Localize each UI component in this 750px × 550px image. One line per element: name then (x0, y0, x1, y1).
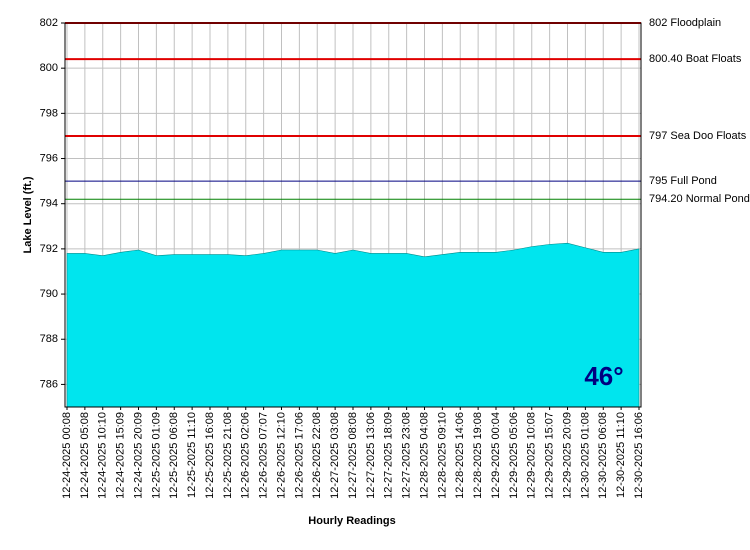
x-tick-label: 12-26-2025 12:10 (275, 412, 287, 499)
x-tick-label: 12-30-2025 01:08 (579, 412, 591, 499)
x-tick-label: 12-25-2025 06:08 (168, 412, 180, 499)
x-tick-label: 12-27-2025 18:09 (383, 412, 395, 499)
reference-label: 795 Full Pond (649, 175, 717, 187)
x-tick-label: 12-28-2025 09:10 (436, 412, 448, 499)
y-tick-label: 802 (40, 17, 58, 29)
y-tick-label: 788 (40, 333, 58, 345)
y-tick-label: 796 (40, 152, 58, 164)
x-tick-label: 12-28-2025 14:06 (454, 412, 466, 499)
y-tick-label: 798 (40, 107, 58, 119)
y-tick-label: 786 (40, 378, 58, 390)
x-tick-label: 12-24-2025 00:08 (61, 412, 73, 499)
x-tick-label: 12-25-2025 21:08 (222, 412, 234, 499)
x-tick-label: 12-28-2025 04:08 (418, 412, 430, 499)
y-tick-label: 790 (40, 288, 58, 300)
x-tick-label: 12-26-2025 17:06 (293, 412, 305, 499)
x-tick-label: 12-25-2025 16:08 (204, 412, 216, 499)
y-tick-label: 792 (40, 243, 58, 255)
x-tick-label: 12-25-2025 01:09 (150, 412, 162, 499)
reference-label: 802 Floodplain (649, 17, 721, 29)
x-tick-label: 12-29-2025 10:08 (526, 412, 538, 499)
x-axis-label: Hourly Readings (308, 515, 395, 527)
x-tick-label: 12-29-2025 15:07 (544, 412, 556, 499)
x-tick-label: 12-28-2025 19:08 (472, 412, 484, 499)
x-tick-label: 12-30-2025 16:06 (633, 412, 645, 499)
x-tick-label: 12-24-2025 10:10 (97, 412, 109, 499)
x-tick-label: 12-24-2025 15:09 (115, 412, 127, 499)
x-tick-label: 12-29-2025 05:06 (508, 412, 520, 499)
badge-box (578, 356, 631, 398)
plot-frame (64, 22, 642, 408)
y-tick-label: 800 (40, 62, 58, 74)
x-tick-label: 12-30-2025 06:08 (597, 412, 609, 499)
temperature-badge: 46° (584, 361, 623, 391)
y-tick-label: 794 (40, 198, 58, 210)
x-tick-label: 12-27-2025 03:08 (329, 412, 341, 499)
x-tick-label: 12-27-2025 08:08 (347, 412, 359, 499)
x-tick-label: 12-24-2025 20:09 (132, 412, 144, 499)
y-axis-label: Lake Level (ft.) (22, 176, 34, 253)
reference-label: 800.40 Boat Floats (649, 53, 742, 65)
x-tick-label: 12-29-2025 00:04 (490, 412, 502, 499)
x-tick-label: 12-29-2025 20:09 (561, 412, 573, 499)
reference-label: 794.20 Normal Pond (649, 193, 750, 205)
x-tick-label: 12-25-2025 11:10 (186, 412, 198, 498)
x-tick-label: 12-26-2025 07:07 (258, 412, 270, 499)
x-tick-label: 12-27-2025 23:08 (401, 412, 413, 499)
x-tick-label: 12-26-2025 22:08 (311, 412, 323, 499)
x-tick-label: 12-30-2025 11:10 (615, 412, 627, 498)
x-tick-label: 12-24-2025 05:08 (79, 412, 91, 499)
x-tick-label: 12-26-2025 02:06 (240, 412, 252, 499)
reference-label: 797 Sea Doo Floats (649, 130, 747, 142)
level-area (66, 242, 640, 408)
x-tick-label: 12-27-2025 13:06 (365, 412, 377, 499)
